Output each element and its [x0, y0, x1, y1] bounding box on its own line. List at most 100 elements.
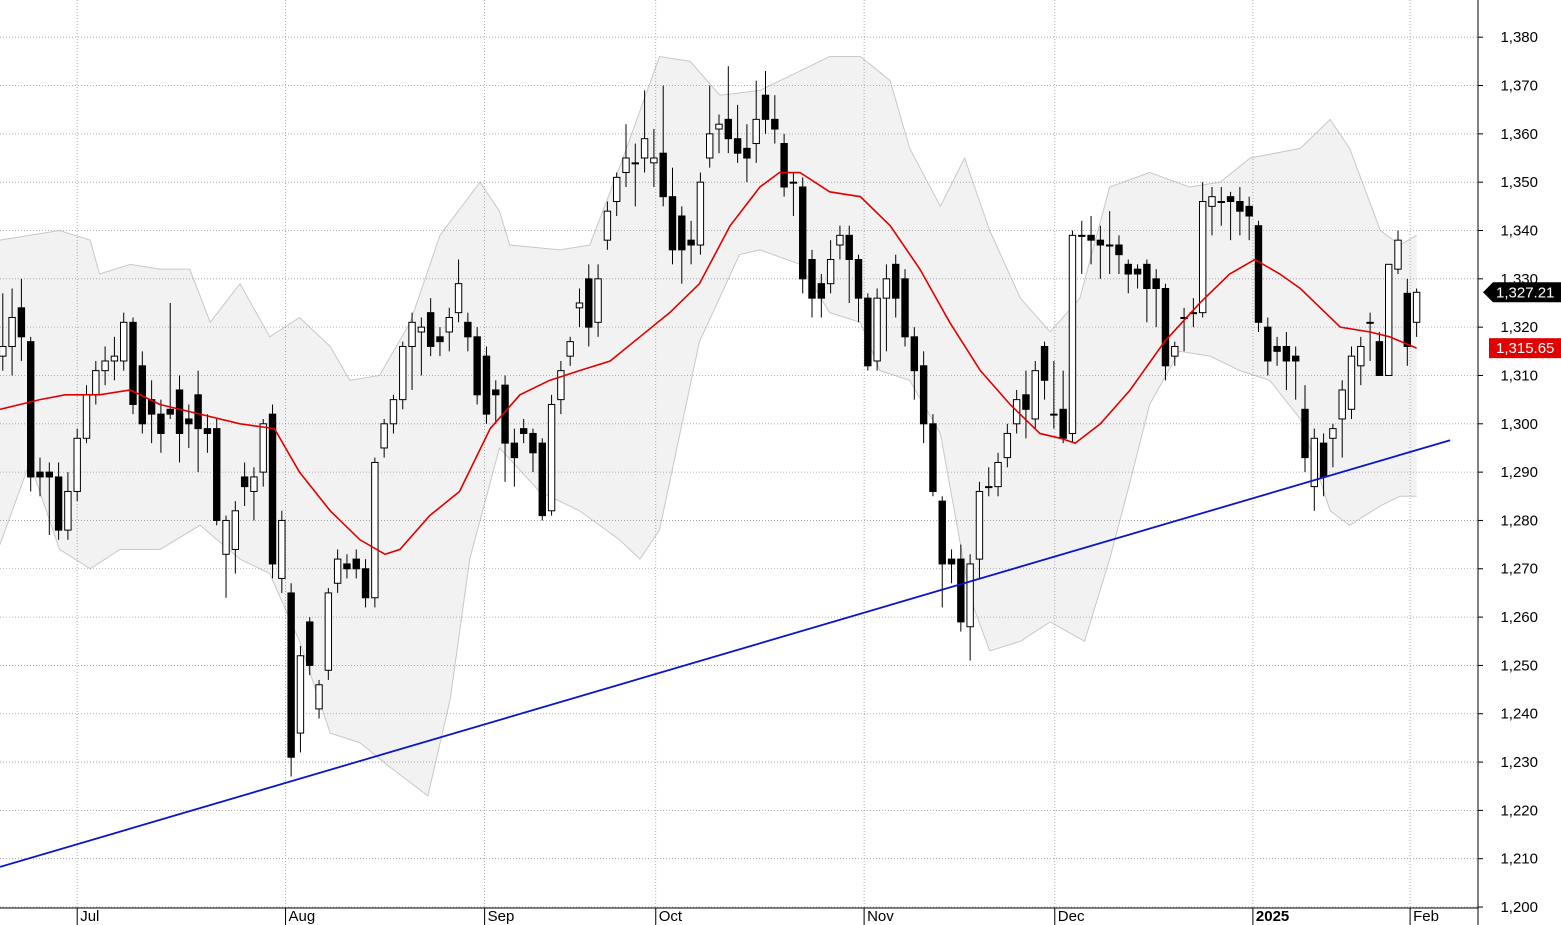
candle-body	[464, 321, 472, 338]
candle-body	[1059, 408, 1067, 439]
candle-body	[1198, 201, 1207, 314]
band-lower-edge	[0, 249, 1417, 797]
y-tick-label: 1,240	[1500, 706, 1538, 723]
candle-body	[919, 365, 928, 425]
candle-body	[213, 428, 221, 521]
candle-body	[845, 234, 853, 260]
candle-body	[1171, 345, 1179, 357]
candle-body	[259, 423, 267, 473]
candle-body	[529, 432, 537, 454]
candle-body	[352, 558, 360, 570]
candle-body	[1133, 268, 1142, 275]
candle-body	[724, 118, 733, 140]
candle-body	[882, 278, 891, 299]
candle-body	[1040, 345, 1049, 381]
x-tick-label: Dec	[1058, 908, 1085, 925]
candle-body	[482, 355, 491, 415]
candle-body	[929, 423, 937, 492]
candle-body	[1087, 234, 1095, 241]
candle-body	[473, 336, 481, 396]
x-tick-label: Oct	[659, 908, 683, 925]
candle-body	[361, 568, 370, 599]
candle-body	[268, 413, 277, 565]
candle-body	[185, 418, 193, 425]
candle-body	[426, 312, 435, 347]
candle-body	[566, 341, 574, 357]
y-tick-label: 1,280	[1500, 512, 1538, 529]
candle-body	[771, 118, 779, 130]
candle-body	[315, 684, 323, 710]
candle-body	[371, 461, 379, 599]
x-tick-label: 2025	[1256, 908, 1289, 925]
candle-body	[780, 143, 788, 188]
candle-body	[510, 442, 519, 459]
candle-body	[585, 278, 593, 328]
y-tick-label: 1,360	[1500, 126, 1538, 143]
candle-body	[194, 394, 202, 430]
y-tick-label: 1,340	[1500, 222, 1538, 239]
candle-body	[631, 162, 639, 165]
candle-body	[1031, 370, 1039, 420]
candle-body	[110, 355, 119, 362]
candle-body	[1394, 239, 1402, 270]
candle-body	[1115, 244, 1123, 256]
candle-body	[203, 428, 212, 434]
candle-body	[622, 157, 630, 174]
candle-body	[54, 476, 63, 531]
candle-body	[1254, 225, 1263, 323]
axis-background	[1478, 0, 1561, 925]
candle-body	[640, 138, 649, 159]
candle-body	[1375, 341, 1384, 376]
candle-body	[1208, 196, 1216, 207]
price-marker-label: 1,327.21	[1496, 284, 1554, 301]
x-tick-label: Sep	[488, 908, 515, 925]
y-tick-label: 1,310	[1500, 367, 1538, 384]
candle-body	[380, 423, 388, 449]
candle-body	[947, 558, 956, 565]
candle-body	[1143, 263, 1151, 289]
candle-body	[82, 394, 91, 439]
candle-body	[408, 321, 416, 347]
candle-body	[910, 336, 919, 372]
y-tick-label: 1,230	[1500, 754, 1538, 771]
candle-body	[650, 157, 658, 164]
axis-background	[0, 908, 1561, 925]
candle-body	[873, 297, 881, 362]
candle-body	[1022, 394, 1030, 410]
candle-body	[1319, 442, 1328, 478]
candle-body	[417, 326, 426, 333]
candle-body	[129, 321, 137, 405]
candle-body	[1273, 345, 1281, 352]
candle-body	[287, 592, 295, 758]
y-tick-label: 1,300	[1500, 416, 1538, 433]
candle-body	[324, 592, 333, 671]
candle-body	[696, 181, 705, 246]
candle-body	[1338, 389, 1346, 420]
candle-body	[1105, 244, 1114, 247]
candle-body	[957, 558, 965, 623]
candle-body	[1217, 201, 1225, 204]
candle-body	[538, 442, 546, 517]
candle-body	[1385, 263, 1393, 376]
x-tick-label: Feb	[1413, 908, 1439, 925]
candle-body	[250, 476, 258, 492]
candle-body	[343, 563, 351, 570]
candle-body	[715, 123, 723, 130]
y-tick-label: 1,200	[1500, 899, 1538, 916]
candle-body	[436, 336, 444, 343]
candle-body	[1152, 278, 1160, 289]
candle-body	[8, 316, 16, 347]
candle-body	[306, 621, 314, 666]
candle-body	[1236, 201, 1244, 212]
candle-body	[519, 428, 528, 434]
overlay-line	[0, 439, 1451, 868]
candle-body	[101, 360, 109, 372]
candle-body	[1310, 437, 1318, 488]
candle-body	[222, 519, 230, 555]
bollinger-band	[0, 56, 1417, 796]
overlay-line	[0, 171, 1417, 556]
candle-body	[445, 316, 453, 333]
price-marker	[1483, 282, 1561, 303]
candle-body	[594, 278, 602, 323]
price-marker	[1489, 338, 1561, 359]
